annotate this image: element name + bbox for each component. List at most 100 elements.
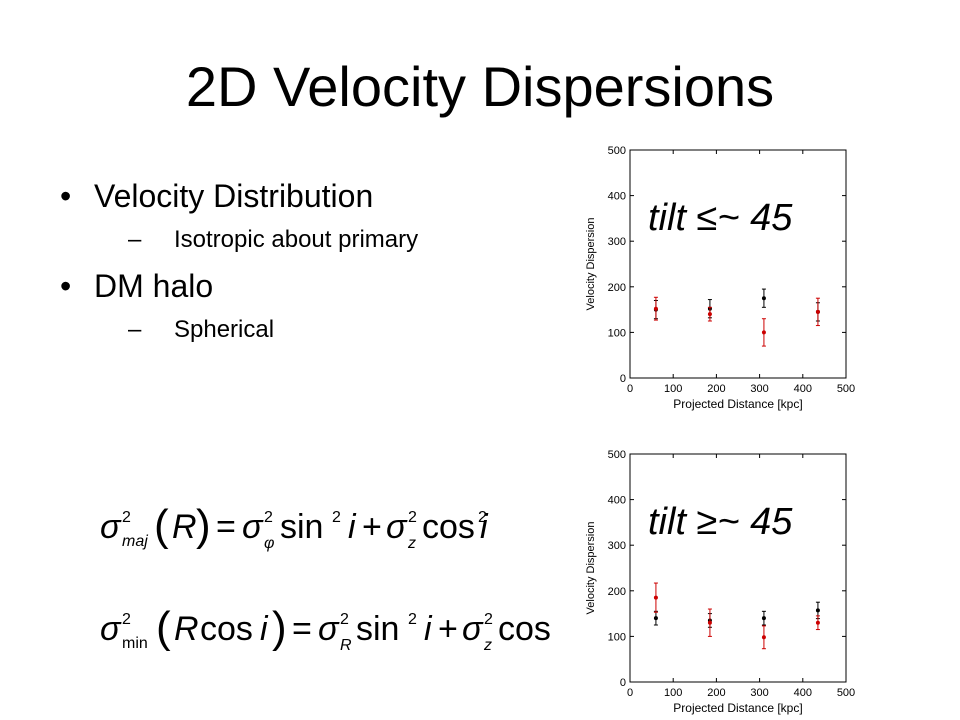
svg-text:min: min xyxy=(122,635,148,652)
svg-text:): ) xyxy=(272,603,287,652)
equation-major-tail: i xyxy=(480,508,489,546)
svg-text:σ: σ xyxy=(100,508,122,546)
svg-text:2: 2 xyxy=(264,509,273,526)
velocity-dispersion-chart-tilt-high: 0 100 200 300 400 500 0 100 200 300 400 500 Projecte… xyxy=(585,449,855,715)
svg-text:i: i xyxy=(348,508,357,546)
svg-text:σ: σ xyxy=(386,508,408,546)
svg-text:=: = xyxy=(216,508,236,546)
y-tick-label: 500 xyxy=(608,145,626,157)
x-tick-label: 200 xyxy=(707,383,725,395)
x-tick-label: 300 xyxy=(750,687,768,699)
plot-frame xyxy=(629,453,847,683)
svg-text:2: 2 xyxy=(408,509,417,526)
data-point xyxy=(815,608,820,613)
data-point xyxy=(653,616,658,621)
svg-text:cos: cos xyxy=(498,610,551,648)
dash-icon: – xyxy=(128,226,142,253)
svg-text:2: 2 xyxy=(340,611,349,628)
svg-text:maj: maj xyxy=(122,533,148,550)
dash-icon: – xyxy=(128,316,142,343)
y-tick-label: 500 xyxy=(608,449,626,461)
svg-text:): ) xyxy=(196,501,211,550)
y-tick-label: 0 xyxy=(620,677,626,689)
svg-text:σ: σ xyxy=(242,508,264,546)
svg-text:R: R xyxy=(174,610,199,648)
x-tick-label: 100 xyxy=(664,687,682,699)
svg-text:φ: φ xyxy=(264,535,274,552)
x-tick-label: 500 xyxy=(837,687,855,699)
data-point xyxy=(761,296,766,301)
bullet-dm-halo: • DM halo xyxy=(60,266,418,306)
svg-text:(: ( xyxy=(156,603,171,652)
svg-text:2: 2 xyxy=(332,509,341,526)
x-tick-label: 100 xyxy=(664,383,682,395)
svg-text:+: + xyxy=(362,508,382,546)
x-axis-label: Projected Distance [kpc] xyxy=(673,397,802,411)
svg-text:2: 2 xyxy=(122,611,131,628)
equation-major: σ 2 maj ( R ) = σ 2 φ sin 2 i + σ 2 z co… xyxy=(100,501,486,552)
svg-text:2: 2 xyxy=(478,509,486,526)
svg-text:cos: cos xyxy=(422,508,475,546)
x-tick-label: 0 xyxy=(627,687,633,699)
bullet-list: • Velocity Distribution – Isotropic abou… xyxy=(60,176,418,356)
svg-text:σ: σ xyxy=(318,610,340,648)
slide-title: 2D Velocity Dispersions xyxy=(185,55,775,118)
data-point xyxy=(815,309,820,314)
svg-text:i: i xyxy=(480,508,489,546)
x-tick-label: 200 xyxy=(707,687,725,699)
tilt-annotation: tilt ≥~ 45 xyxy=(648,501,793,543)
data-point xyxy=(653,595,658,600)
x-tick-label: 400 xyxy=(794,383,812,395)
sub-bullet-spherical: – Spherical xyxy=(60,314,418,346)
y-axis-label: Velocity Dispersion xyxy=(585,522,597,615)
y-tick-label: 100 xyxy=(608,327,626,339)
svg-text:=: = xyxy=(292,610,312,648)
svg-text:i: i xyxy=(424,610,433,648)
sub-bullet-text: Isotropic about primary xyxy=(174,226,419,253)
svg-text:2: 2 xyxy=(408,611,417,628)
y-tick-label: 200 xyxy=(608,282,626,294)
velocity-dispersion-chart-tilt-low: 0 100 200 300 400 500 0 100 200 300 400 500 Projecte… xyxy=(585,145,855,411)
y-tick-label: 0 xyxy=(620,373,626,385)
sub-bullet-isotropic: – Isotropic about primary xyxy=(60,224,418,256)
svg-text:R: R xyxy=(340,637,352,654)
y-tick-label: 400 xyxy=(608,495,626,507)
svg-text:σ: σ xyxy=(100,610,122,648)
bullet-text: DM halo xyxy=(94,268,214,304)
bullet-text: Velocity Distribution xyxy=(94,178,374,214)
data-point xyxy=(815,620,820,625)
x-tick-label: 400 xyxy=(794,687,812,699)
bullet-velocity-distribution: • Velocity Distribution xyxy=(60,176,418,216)
x-tick-label: 500 xyxy=(837,383,855,395)
y-tick-label: 300 xyxy=(608,236,626,248)
svg-text:(: ( xyxy=(154,501,169,550)
svg-text:+: + xyxy=(438,610,458,648)
svg-text:R: R xyxy=(172,508,197,546)
y-tick-label: 300 xyxy=(608,540,626,552)
bullet-dot-icon: • xyxy=(60,178,72,214)
data-point xyxy=(707,620,712,625)
data-point xyxy=(761,616,766,621)
svg-text:z: z xyxy=(407,535,416,552)
x-tick-label: 0 xyxy=(627,383,633,395)
data-point xyxy=(761,635,766,640)
x-tick-label: 300 xyxy=(750,383,768,395)
svg-text:i: i xyxy=(260,610,269,648)
y-tick-label: 400 xyxy=(608,191,626,203)
svg-text:z: z xyxy=(483,637,492,654)
data-point xyxy=(707,312,712,317)
plot-frame xyxy=(629,149,847,379)
svg-text:sin: sin xyxy=(356,610,399,648)
svg-text:cos: cos xyxy=(200,610,253,648)
sub-bullet-text: Spherical xyxy=(174,316,275,343)
data-point xyxy=(653,306,658,311)
y-tick-label: 200 xyxy=(608,586,626,598)
svg-text:σ: σ xyxy=(462,610,484,648)
y-axis-label: Velocity Dispersion xyxy=(585,218,597,311)
data-point xyxy=(761,330,766,335)
bullet-dot-icon: • xyxy=(60,268,72,304)
tilt-annotation: tilt ≤~ 45 xyxy=(648,197,793,239)
y-tick-label: 100 xyxy=(608,631,626,643)
equation-minor: σ 2 min ( R cos i ) = σ 2 R sin 2 i + σ … xyxy=(100,603,551,654)
svg-text:2: 2 xyxy=(122,509,131,526)
